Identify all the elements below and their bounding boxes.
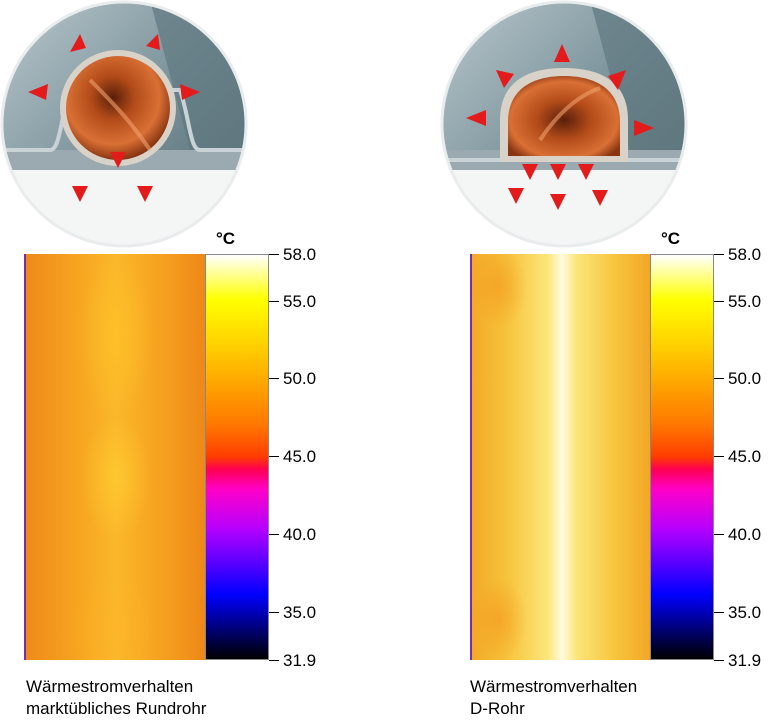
- scale-tick-label: 35.0: [728, 602, 762, 622]
- scale-tick: [714, 456, 724, 458]
- scale-tick: [269, 456, 279, 458]
- scale-tick: [269, 254, 279, 255]
- unit-label: °C: [216, 229, 236, 248]
- d-pipe-cross-section-illustration: [440, 0, 688, 248]
- scale-tick: [714, 254, 724, 255]
- scale-tick: [714, 300, 724, 302]
- scale-tick: [269, 378, 279, 380]
- scale-tick-label: 50.0: [728, 369, 762, 389]
- temperature-colorbar: [650, 254, 714, 660]
- scale-tick: [269, 611, 279, 613]
- scale-tick-label: 45.0: [283, 447, 317, 467]
- scale-tick-label: 55.0: [283, 291, 317, 311]
- scale-tick: [269, 534, 279, 535]
- scale-tick: [269, 300, 279, 302]
- scale-tick-label: 40.0: [283, 525, 317, 544]
- scale-tick: [714, 378, 724, 380]
- temperature-colorbar: [205, 254, 269, 660]
- thermal-image-round-pipe: [24, 254, 208, 660]
- thermal-image-d-pipe: [470, 254, 654, 660]
- scale-tick: [714, 660, 724, 661]
- caption-line1: Wärmestromverhalten: [26, 677, 194, 696]
- scale-tick-label: 31.9: [728, 651, 762, 670]
- scale-tick-label: 58.0: [283, 245, 317, 264]
- d-pipe-panel: °C 58.0 55.0 50.0 45.0 40.0 35.0 31.9 Wärmestr…: [386, 0, 771, 720]
- caption-line1: Wärmestromverhalten: [470, 677, 638, 696]
- scale-tick-label: 40.0: [728, 525, 762, 544]
- caption: Wärmestromverhalten D-Rohr: [470, 676, 637, 720]
- scale-tick: [714, 534, 724, 535]
- scale-tick: [269, 660, 279, 661]
- round-pipe-panel: °C 58.0 55.0 50.0 45.0 40.0 35.0 31.9 Wärmestr…: [0, 0, 385, 720]
- round-pipe-cross-section-illustration: [0, 0, 248, 248]
- temperature-scale: 58.0 55.0 50.0 45.0 40.0 35.0 31.9: [269, 246, 349, 669]
- heat-flow-arrow-icon: [28, 34, 200, 202]
- scale-tick-label: 50.0: [283, 369, 317, 389]
- caption: Wärmestromverhalten marktübliches Rundro…: [26, 676, 206, 720]
- caption-line2: marktübliches Rundrohr: [26, 699, 207, 718]
- scale-tick: [714, 611, 724, 613]
- scale-tick-label: 31.9: [283, 651, 317, 670]
- scale-tick-label: 55.0: [728, 291, 762, 311]
- heat-flow-arrow-icon: [466, 44, 654, 210]
- temperature-scale: 58.0 55.0 50.0 45.0 40.0 35.0 31.9: [714, 246, 771, 669]
- scale-tick-label: 58.0: [728, 245, 762, 264]
- scale-tick-label: 35.0: [283, 602, 317, 622]
- scale-tick-label: 45.0: [728, 447, 762, 467]
- unit-label: °C: [661, 229, 681, 248]
- caption-line2: D-Rohr: [470, 699, 525, 718]
